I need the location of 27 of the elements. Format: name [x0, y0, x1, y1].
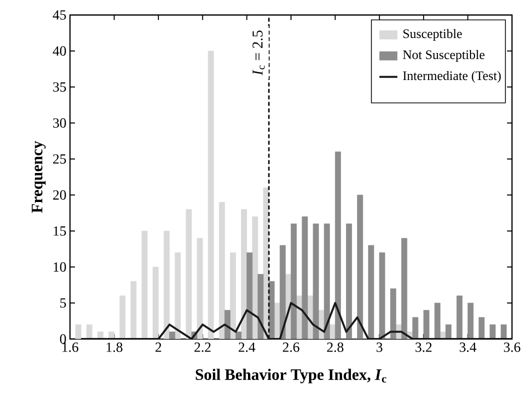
y-tick-label: 25 — [53, 154, 66, 164]
ref-line-label: I$_{c}$ = 2.5 — [252, 30, 265, 76]
x-tick-label: 1.8 — [106, 342, 122, 352]
y-tick-label: 45 — [52, 10, 66, 20]
y-tick-label: 5 — [60, 298, 66, 308]
y-tick-label: 0 — [60, 334, 66, 344]
y-tick-label: 40 — [52, 46, 66, 56]
x-tick-label: 1.6 — [62, 342, 78, 352]
y-tick-label: 20 — [53, 190, 66, 200]
x-tick-label: 3 — [376, 342, 382, 352]
y-tick-label: 35 — [53, 82, 66, 92]
x-tick-label: 3.6 — [504, 342, 520, 352]
x-tick-label: 3.4 — [460, 342, 476, 352]
x-tick-label: 3.2 — [416, 342, 432, 352]
legend-label: Intermediate (Test) — [403, 70, 501, 83]
legend-label: Susceptible — [403, 28, 462, 41]
x-tick-label: 2 — [156, 342, 162, 352]
legend-label: Not Susceptible — [402, 50, 484, 62]
x-tick-label: 2.2 — [194, 342, 211, 352]
y-axis-title: Frequency — [32, 140, 46, 213]
y-tick-label: 30 — [53, 118, 66, 128]
y-tick-label: 15 — [54, 226, 66, 236]
text: Soil Behavior Type Index, I$_{c}$ — [196, 368, 386, 384]
x-tick-label: 2.8 — [327, 342, 344, 352]
x-tick-label: 2.6 — [282, 342, 300, 352]
x-tick-label: 2.4 — [238, 342, 256, 352]
y-tick-label: 10 — [54, 262, 66, 272]
